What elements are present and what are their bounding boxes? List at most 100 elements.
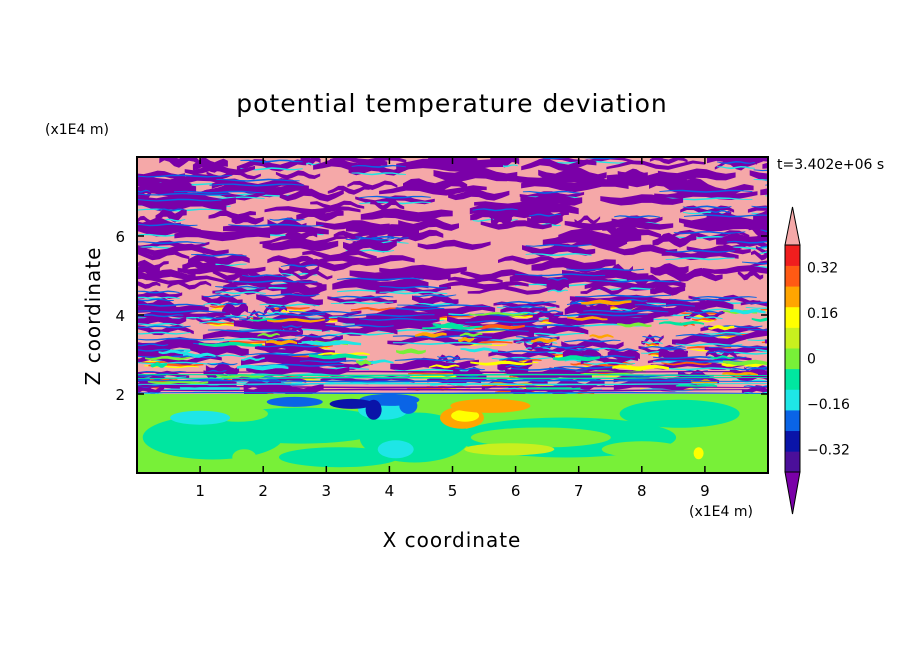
x-tick-label: 1 [195,482,205,500]
field-streak [209,183,304,187]
field-streak [534,310,562,313]
field-streak [469,203,579,219]
field-streak [562,348,602,363]
field-streak [137,378,232,382]
field-streak [502,305,545,309]
field-streak [534,345,585,349]
field-streak [223,314,247,318]
field-streak [191,253,247,257]
field-streak [509,273,611,287]
field-streak [137,379,768,383]
field-streak [327,185,370,195]
field-streak [216,373,265,379]
field-streak [145,355,191,361]
field-streak [574,215,601,225]
field-streak [675,343,743,347]
field-streak [137,325,191,329]
plot-area [137,157,768,473]
y-axis: 2 4 6 [115,228,768,404]
field-streak [345,237,395,241]
colorbar-tick-label: 0 [807,352,816,368]
field-streak [137,296,180,300]
field-streak [333,230,374,240]
colorbar-band [785,348,800,370]
field-streak [552,355,600,362]
colorbar-tick-label: 0.16 [807,306,838,322]
field-streak [397,304,490,308]
field-streak [262,238,339,252]
field-streak [757,251,768,254]
field-streak [567,316,608,321]
field-streak [343,237,397,253]
field-streak [240,167,303,171]
field-streak [546,278,569,293]
field-blob [464,443,555,456]
field-streak [137,275,233,285]
field-streak [531,337,557,344]
field-streak [447,276,503,284]
field-streak [612,364,669,371]
field-streak [564,219,674,231]
field-streak [747,329,768,331]
field-streak [710,355,735,360]
field-streak [467,285,563,295]
field-streak [325,324,394,328]
field-streak [448,189,510,201]
field-streak [246,353,341,356]
field-streak [325,332,394,336]
field-streak [751,205,768,209]
field-streak [290,269,333,280]
field-streak [137,223,202,237]
field-streak [258,352,331,356]
field-streak [206,322,238,326]
field-streak [547,277,568,281]
field-streak [749,170,768,182]
field-streak [649,157,688,165]
field-streak [564,339,621,343]
field-streak [244,381,324,394]
field-streak [751,317,768,322]
field-streak [521,159,597,172]
field-streak [505,364,528,368]
field-streak [147,379,209,385]
upper-layer-streaks [137,157,768,394]
field-streak [137,391,768,394]
field-streak [289,258,362,272]
field-streak [757,245,768,249]
field-streak [137,373,768,377]
field-streak [408,372,462,376]
field-streak [359,329,437,333]
field-streak [188,253,250,268]
field-streak [137,343,169,347]
field-streak [606,244,678,256]
field-streak [685,316,723,320]
field-streak [216,178,300,182]
y-unit-label: (x1E4 m) [45,122,109,138]
field-streak [652,232,697,248]
colorbar-band [785,389,800,411]
field-streak [359,195,431,199]
field-streak [765,184,768,186]
field-streak [174,229,271,242]
field-streak [694,319,715,323]
field-streak [512,315,536,319]
field-streak [764,339,768,344]
field-streak [137,376,768,380]
field-streak [299,360,370,363]
field-streak [158,349,191,355]
field-blob [266,396,323,407]
field-streak [414,294,457,298]
colorbar-band [785,245,800,266]
field-streak [137,189,151,193]
field-streak [246,309,267,320]
field-streak [137,243,229,256]
field-streak [392,341,492,345]
field-streak [174,190,265,194]
field-streak [258,344,331,348]
field-streak [439,280,529,290]
field-streak [470,324,525,330]
field-blob [451,409,480,422]
field-streak [342,313,435,317]
field-streak [658,321,705,326]
